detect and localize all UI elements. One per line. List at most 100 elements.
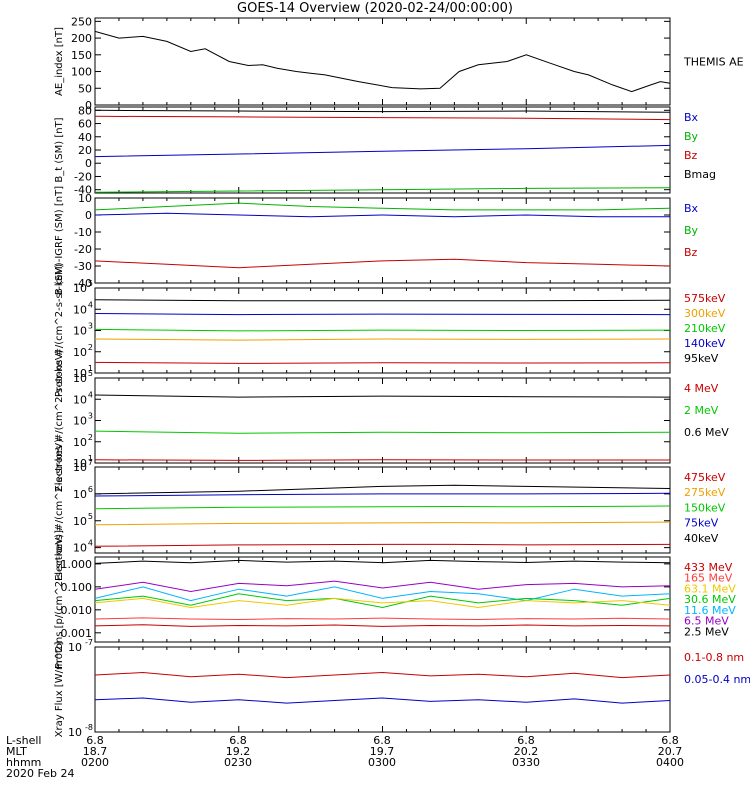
y-tick-label: 150 xyxy=(71,49,92,62)
y-tick-label: 60 xyxy=(78,118,92,131)
y-tick-exponent: 5 xyxy=(88,279,93,288)
y-tick-label: 10 xyxy=(73,346,87,359)
legend-label: Bx xyxy=(684,111,699,124)
series-line-value xyxy=(94,30,671,93)
y-tick-label: 0 xyxy=(85,99,92,112)
legend-label: 2 MeV xyxy=(684,404,719,417)
series-line-433-mev xyxy=(94,624,671,627)
series-line-6-5-mev xyxy=(94,580,671,593)
y-tick-label: 10 xyxy=(73,542,87,555)
legend-label: 140keV xyxy=(684,337,726,350)
series-line-by xyxy=(94,187,671,193)
panel-0: 0 50 100 150 200 250 AE_index [nT] THEMIS AE xyxy=(54,15,744,112)
y-tick-exponent: 5 xyxy=(88,369,93,378)
y-tick-exponent: 1 xyxy=(88,454,93,463)
y-tick-exponent: 2 xyxy=(88,343,93,352)
series-line-11-6-mev xyxy=(94,586,671,602)
y-tick-exponent: 4 xyxy=(88,390,93,399)
legend-label: 433 MeV xyxy=(684,561,733,574)
y-tick-label: 10 xyxy=(73,415,87,428)
legend-label: By xyxy=(684,130,699,143)
y-tick-label: 10 xyxy=(73,461,87,474)
legend-label: 275keV xyxy=(684,486,726,499)
y-tick-label: 10 xyxy=(73,393,87,406)
y-tick-label: -30 xyxy=(74,260,92,273)
legend-label: 11.6 MeV xyxy=(684,604,736,617)
footer-value: 20.2 xyxy=(514,745,539,758)
y-tick-label: 50 xyxy=(78,82,92,95)
footer-row-label: L-shell xyxy=(6,734,42,747)
y-axis-label: B (SM)-IGRF (SM) [nT] xyxy=(54,186,65,295)
legend-label: 0.1-0.8 nm xyxy=(684,651,744,664)
series-line-bmag xyxy=(94,109,671,113)
legend-label: Bx xyxy=(684,202,699,215)
series-line-bz xyxy=(94,115,671,121)
series-line-0-6-mev xyxy=(94,394,671,398)
y-tick-label: 10 xyxy=(73,436,87,449)
footer-value: 20.7 xyxy=(658,745,683,758)
legend-label: 40keV xyxy=(684,532,719,545)
y-tick-exponent: 6 xyxy=(88,485,93,494)
y-axis-label: Protons [p/(cm^2-s-sr-keV)] xyxy=(54,530,65,669)
y-tick-label: 200 xyxy=(71,32,92,45)
y-tick-exponent: 1 xyxy=(88,364,93,373)
y-tick-label: 1.000 xyxy=(61,558,93,571)
series-line-475kev xyxy=(94,543,671,547)
series-line-210kev xyxy=(94,328,671,332)
panel-2: -40 -30 -20 -10 0 10 B (SM)-IGRF (SM) [nT] Bx By… xyxy=(54,186,699,295)
series-line-63-1-mev xyxy=(94,597,671,609)
legend-label: THEMIS AE xyxy=(683,56,744,69)
series-line-by xyxy=(94,202,671,211)
legend-label: 95keV xyxy=(684,352,719,365)
y-tick-label: 0 xyxy=(85,209,92,222)
legend-label: Bmag xyxy=(684,168,716,181)
legend-label: 300keV xyxy=(684,307,726,320)
footer-value: 18.7 xyxy=(83,745,108,758)
y-tick-label: 10 xyxy=(68,641,82,654)
series-line-30-6-mev xyxy=(94,593,671,609)
legend-label: 0.6 MeV xyxy=(684,426,729,439)
series-line-4-mev xyxy=(94,459,670,461)
legend-label: 30.6 MeV xyxy=(684,593,736,606)
y-tick-label: -20 xyxy=(74,170,92,183)
panel-frame xyxy=(94,17,671,106)
y-tick-label: 10 xyxy=(73,372,87,385)
y-tick-label: 10 xyxy=(73,515,87,528)
panel-frame xyxy=(94,556,671,643)
y-tick-label: -40 xyxy=(74,184,92,197)
series-line-275kev xyxy=(94,521,671,526)
series-line-0-1-0-8-nm xyxy=(94,671,671,679)
panel-frame xyxy=(94,197,671,284)
footer-value: 19.2 xyxy=(226,745,251,758)
series-line-165-mev xyxy=(94,617,671,621)
footer-value: 6.8 xyxy=(229,734,247,747)
series-line-300kev xyxy=(94,338,671,341)
series-line-575kev xyxy=(94,361,671,364)
legend-label: 150keV xyxy=(684,501,726,514)
series-line-75kev xyxy=(94,492,671,497)
footer-value: 0200 xyxy=(81,756,109,769)
y-axis-label: AE_index [nT] xyxy=(54,27,65,96)
footer-value: 19.7 xyxy=(370,745,395,758)
footer-value: 0300 xyxy=(368,756,396,769)
y-tick-label: 10 xyxy=(73,367,87,380)
footer-row-label: hhmm xyxy=(6,756,41,769)
legend-label: 0.05-0.4 nm xyxy=(684,673,750,686)
y-tick-label: 10 xyxy=(73,457,87,470)
series-line-95kev xyxy=(94,299,671,302)
y-tick-exponent: 4 xyxy=(88,539,93,548)
legend-label: 2.5 MeV xyxy=(684,625,729,638)
y-tick-label: 10 xyxy=(73,488,87,501)
legend-label: 475keV xyxy=(684,471,726,484)
legend-label: 75keV xyxy=(684,517,719,530)
y-tick-exponent: 2 xyxy=(88,433,93,442)
footer-row-label: MLT xyxy=(6,745,27,758)
legend-label: 575keV xyxy=(684,292,726,305)
legend-label: 165 MeV xyxy=(684,572,733,585)
y-axis-label: Electrons #/(cm^2-s-sr-keV) xyxy=(54,439,65,581)
y-tick-exponent: 3 xyxy=(88,412,93,421)
y-tick-exponent: 3 xyxy=(88,322,93,331)
series-line-0-05-0-4-nm xyxy=(94,697,671,704)
